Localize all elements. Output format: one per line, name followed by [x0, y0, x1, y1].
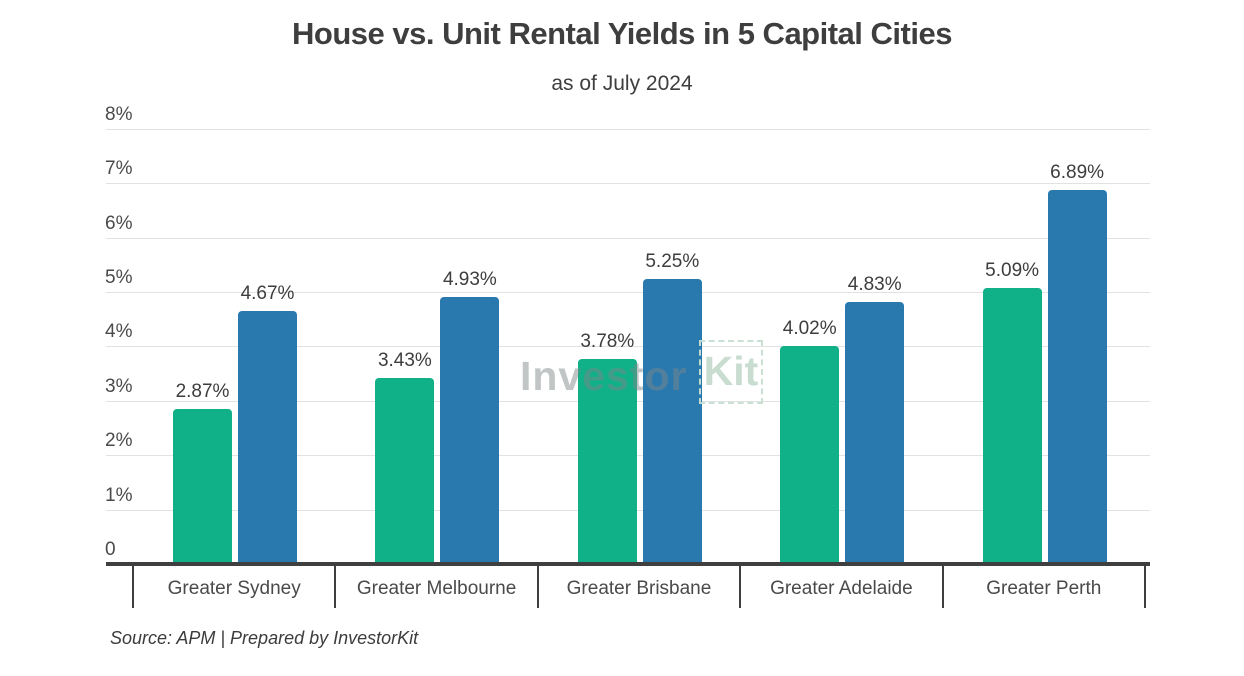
x-category-label: Greater Adelaide	[770, 578, 913, 599]
y-axis-label: 3%	[105, 375, 133, 397]
bar-unit-4	[1047, 190, 1107, 565]
bar-value-label: 4.67%	[240, 282, 295, 304]
x-category-label: Greater Perth	[986, 578, 1102, 599]
x-axis-tick	[941, 562, 944, 608]
x-axis-line	[106, 562, 1150, 566]
gridline-6%	[106, 237, 1150, 239]
x-category-label: Greater Sydney	[167, 578, 301, 599]
y-axis-label: 7%	[105, 158, 133, 180]
bar-value-label: 2.87%	[175, 380, 230, 402]
bar-value-label: 5.25%	[645, 251, 700, 273]
gridline-8%	[106, 128, 1150, 130]
x-axis-tick	[132, 562, 134, 608]
x-axis-tick	[536, 562, 539, 608]
bar-value-label: 4.83%	[847, 274, 902, 296]
bar-house-4	[982, 288, 1042, 565]
bar-value-label: 4.93%	[442, 268, 497, 290]
x-category-label: Greater Brisbane	[566, 578, 712, 599]
y-axis-label: 6%	[105, 212, 133, 234]
source-note: Source: APM | Prepared by InvestorKit	[110, 628, 419, 648]
bar-unit-0	[238, 310, 297, 565]
bar-value-label: 4.02%	[782, 318, 837, 340]
gridline-4%	[106, 346, 1150, 348]
bar-unit-2	[642, 279, 702, 565]
chart-title: House vs. Unit Rental Yields in 5 Capita…	[292, 16, 952, 51]
x-axis-tick	[334, 562, 337, 608]
y-axis-label: 5%	[105, 267, 133, 288]
bar-unit-1	[440, 296, 500, 565]
x-axis-tick	[1144, 562, 1146, 608]
bar-house-3	[780, 346, 840, 565]
gridline-7%	[106, 183, 1150, 185]
x-axis-tick	[739, 562, 742, 608]
y-axis-label: 8%	[105, 103, 133, 125]
y-axis-label: 2%	[105, 430, 133, 452]
bar-value-label: 3.78%	[580, 331, 635, 353]
bar-house-2	[577, 359, 637, 565]
bar-value-label: 3.43%	[377, 350, 432, 372]
bar-value-label: 5.09%	[985, 260, 1040, 282]
bar-value-label: 6.89%	[1050, 162, 1105, 184]
bar-house-0	[173, 408, 232, 565]
y-axis-label: 4%	[105, 321, 133, 343]
y-axis-label: 1%	[105, 484, 133, 506]
bar-house-1	[375, 378, 435, 565]
chart-subtitle: as of July 2024	[551, 72, 693, 95]
bar-unit-3	[845, 302, 905, 565]
x-category-label: Greater Melbourne	[356, 578, 517, 599]
y-axis-label: 0	[105, 539, 116, 560]
gridline-5%	[106, 292, 1150, 293]
